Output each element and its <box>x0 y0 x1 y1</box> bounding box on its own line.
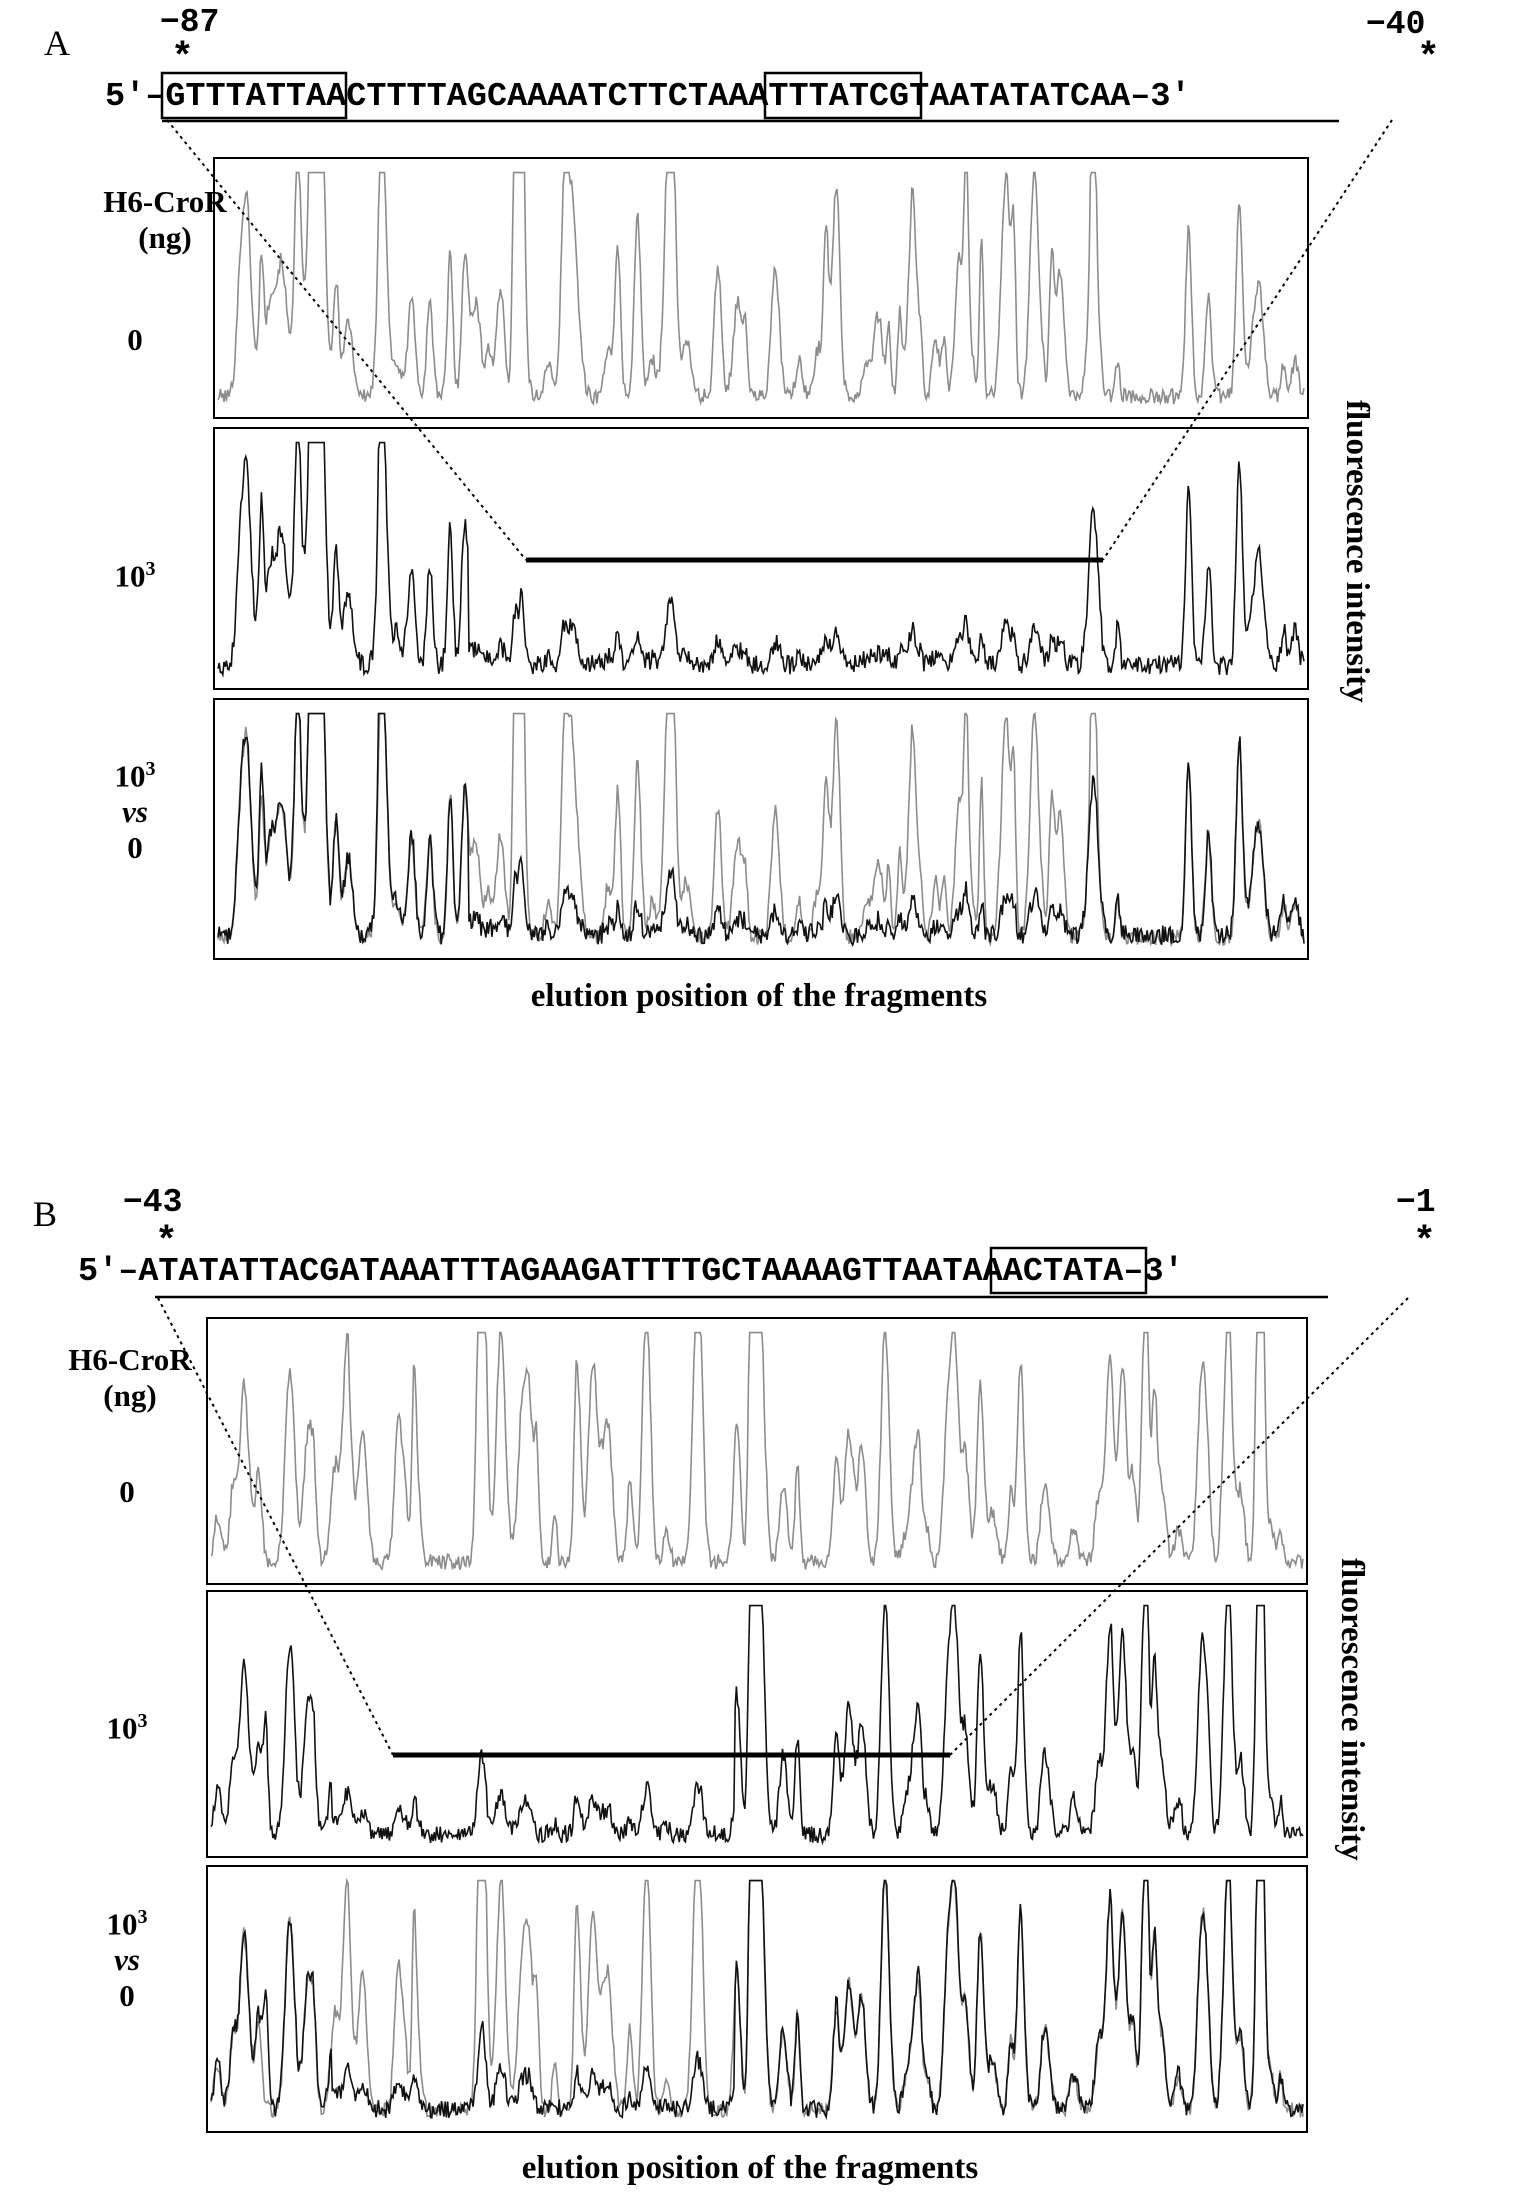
panel-b-right-position: −1 <box>1396 1184 1436 1221</box>
panel-b-sequence-marks <box>155 1246 1328 1299</box>
panel-a-box-2 <box>763 71 923 120</box>
panel-a-overlay-control <box>217 711 1305 948</box>
sequence-suffix: –3′ <box>1123 1253 1184 1291</box>
panel-b-right-star: * <box>1413 1221 1436 1264</box>
panel-b-protein-label: H6-CroR (ng) <box>40 1342 220 1414</box>
protein-name: H6-CroR <box>103 184 227 219</box>
amount-base: 10 <box>114 558 146 594</box>
panel-a-box-1 <box>160 71 348 120</box>
panel-b-overlay-control <box>210 1877 1304 2120</box>
panel-b-trace-control <box>210 1331 1304 1571</box>
panel-a-x-axis-label: elution position of the fragments <box>530 978 988 1014</box>
panel-b-row3-label: 103 vs 0 <box>92 1906 162 2014</box>
sequence-prefix: 5′– <box>78 1253 139 1291</box>
panel-b-footprint <box>157 1297 1409 1758</box>
panel-b-row1-label: 0 <box>119 1474 135 1509</box>
vs-amount: 0 <box>119 1978 135 2014</box>
amount-base: 10 <box>114 758 146 794</box>
panel-a-label: A <box>44 23 70 63</box>
panel-a-frame-control <box>213 157 1309 419</box>
panel-a-row3-label: 103 vs 0 <box>100 758 170 866</box>
panel-b-trace-protein <box>210 1604 1304 1846</box>
unit-label: (ng) <box>103 1378 157 1413</box>
vs-label: vs <box>122 794 148 830</box>
panel-b-label: B <box>33 1194 58 1234</box>
panel-a-frame-protein <box>213 427 1309 690</box>
amount-base: 10 <box>106 1906 138 1942</box>
panel-b-left-star: * <box>155 1221 178 1264</box>
amount-exponent: 3 <box>145 558 156 580</box>
panel-b-frame-protein <box>206 1590 1308 1858</box>
sequence-suffix: –3′ <box>1130 78 1191 116</box>
panel-a-row1-label: 0 <box>127 322 143 357</box>
panel-a-trace-protein <box>217 441 1305 678</box>
amount-exponent: 3 <box>137 1906 148 1928</box>
panel-a-dotted-left <box>166 119 527 561</box>
panel-a-frames <box>213 157 1309 960</box>
panel-b-box-1 <box>989 1246 1148 1295</box>
panel-b-row2-label: 103 <box>92 1710 162 1746</box>
panel-a-overlay-protein <box>217 712 1305 947</box>
panel-a-right-position: −40 <box>1366 6 1426 43</box>
panel-b-left-position: −43 <box>123 1184 183 1221</box>
panel-a-left-position: −87 <box>160 4 220 41</box>
chromatogram-traces <box>210 171 1305 2120</box>
panel-a-frame-overlay <box>213 698 1309 960</box>
panel-b-dotted-left <box>157 1297 394 1756</box>
panel-a-row2-label: 103 <box>100 558 170 594</box>
dna-sequence: GTTTATTAACTTTTAGCAAAATCTTCTAAATTTATCGTAA… <box>165 78 1131 116</box>
panel-b-x-axis-label: elution position of the fragments <box>521 2150 979 2186</box>
panel-a-right-star: * <box>1417 37 1440 80</box>
panel-a-footprint <box>166 119 1393 563</box>
panel-a-protein-label: H6-CroR (ng) <box>75 184 255 256</box>
amount-exponent: 3 <box>137 1710 148 1732</box>
panel-b-sequence-line: 5′–ATATATTACGATAAATTTAGAAGATTTTGCTAAAAGT… <box>78 1253 1184 1291</box>
vs-amount: 0 <box>127 830 143 866</box>
panel-b-frames <box>206 1317 1308 2133</box>
panel-b-frame-overlay <box>206 1865 1308 2133</box>
unit-label: (ng) <box>138 220 192 255</box>
panel-a-trace-control <box>217 171 1305 406</box>
dna-sequence: ATATATTACGATAAATTTAGAAGATTTTGCTAAAAGTTAA… <box>138 1253 1124 1291</box>
panel-b-frame-control <box>206 1317 1308 1585</box>
protein-name: H6-CroR <box>68 1342 192 1377</box>
panel-b-dotted-right <box>949 1297 1409 1756</box>
sequence-prefix: 5′– <box>105 78 166 116</box>
vs-label: vs <box>114 1942 140 1978</box>
panel-a-dotted-right <box>1102 119 1393 561</box>
panel-a-sequence-marks <box>160 71 1339 123</box>
panel-a-left-star: * <box>171 37 194 80</box>
panel-b-overlay-protein <box>210 1879 1304 2120</box>
amount-base: 10 <box>106 1710 138 1746</box>
amount-exponent: 3 <box>145 758 156 780</box>
panel-a-sequence-line: 5′–GTTTATTAACTTTTAGCAAAATCTTCTAAATTTATCG… <box>105 78 1191 116</box>
